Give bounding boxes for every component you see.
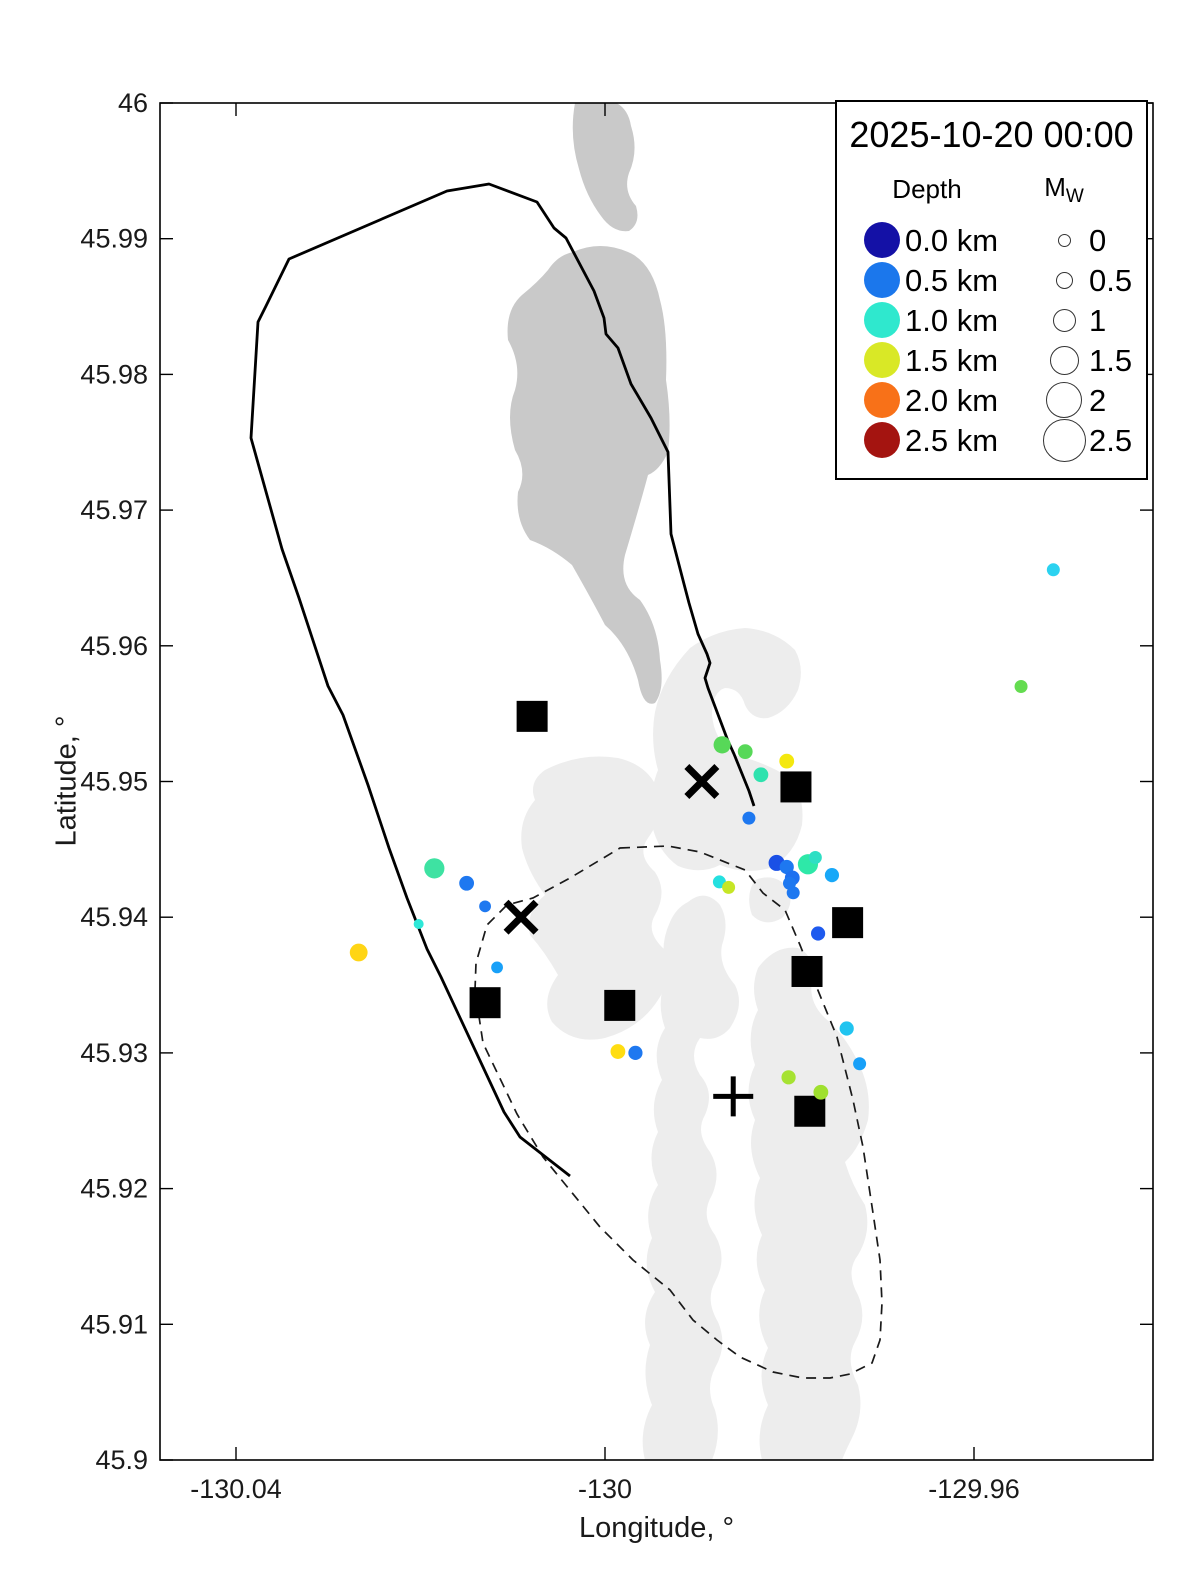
legend-row: 2.5 km 2.5: [837, 418, 1146, 462]
earthquake-dot: [413, 918, 424, 929]
legend-depth-swatch: [864, 422, 900, 458]
caldera-rim-outline: [249, 182, 756, 1178]
legend-title-datetime: 2025-10-20 00:00: [849, 114, 1134, 155]
legend-mw-label: 1: [1089, 303, 1107, 338]
earthquake-dot: [459, 875, 475, 891]
legend-mw-label: 1.5: [1089, 343, 1133, 378]
y-tick-label: 45.91: [80, 1309, 148, 1339]
earthquake-dot: [491, 961, 503, 974]
earthquake-dot: [349, 943, 368, 962]
earthquake-dot: [742, 811, 756, 825]
legend-row: 0.0 km 0: [837, 220, 1146, 260]
lava-flow-light-region: [521, 756, 669, 1040]
lava-flow-light-region: [749, 877, 791, 923]
station-square-marker: [780, 771, 812, 803]
legend-row: 2.0 km 2: [837, 380, 1146, 420]
legend-mw-ring: [1057, 233, 1071, 247]
legend-row: 0.5 km 0.5: [837, 260, 1146, 300]
station-square-marker: [832, 907, 864, 939]
lava-flow-dark-region: [572, 103, 638, 232]
legend-depth-header: Depth: [892, 174, 962, 204]
y-tick-label: 45.97: [80, 495, 148, 525]
legend-depth-swatch: [864, 222, 900, 258]
x-marker: [503, 899, 539, 935]
y-tick-label: 45.93: [80, 1038, 148, 1068]
earthquake-dot: [824, 868, 840, 883]
earthquake-dot: [1046, 563, 1060, 577]
legend-mw-label: 0.5: [1089, 263, 1133, 298]
lava-flow-light-region: [748, 947, 869, 1460]
y-tick-label: 46: [118, 88, 148, 118]
earthquake-dot: [753, 767, 769, 783]
earthquake-dot: [853, 1057, 867, 1071]
station-square-marker: [516, 700, 548, 732]
legend-mw-ring: [1055, 271, 1073, 289]
y-tick-label: 45.95: [80, 767, 148, 797]
legend-depth-swatch: [864, 302, 900, 338]
y-tick-label: 45.96: [80, 631, 148, 661]
earthquake-dot: [839, 1021, 854, 1036]
legend-mw-header: MW: [1044, 172, 1084, 208]
map-content-layer: [249, 103, 1060, 1460]
legend-depth-swatch: [864, 342, 900, 378]
legend-mw-label: 0: [1089, 223, 1107, 258]
y-tick-label: 45.94: [80, 902, 148, 932]
earthquake-dot: [781, 1070, 796, 1085]
legend-box: 2025-10-20 00:00 Depth MW 0.0 km 0 0.5 km 0…: [835, 100, 1148, 480]
legend-depth-swatch: [864, 382, 900, 418]
y-tick-label: 45.92: [80, 1174, 148, 1204]
earthquake-dot: [722, 880, 736, 894]
x-tick-label: -130.04: [190, 1474, 282, 1504]
legend-mw-ring: [1042, 418, 1086, 462]
earthquake-dot: [479, 900, 491, 913]
legend-mw-ring: [1046, 382, 1082, 418]
station-square-marker: [604, 989, 636, 1021]
x-tick-label: -130: [578, 1474, 632, 1504]
earthquake-dot: [713, 736, 731, 754]
earthquake-dot: [1014, 680, 1028, 694]
y-tick-label: 45.9: [95, 1445, 148, 1475]
earthquake-dot: [424, 858, 445, 879]
lava-flow-light-region: [642, 895, 739, 1460]
earthquake-dot: [808, 850, 822, 864]
station-square-marker: [469, 987, 501, 1019]
legend-row: 1.0 km 1: [837, 300, 1146, 340]
legend-mw-label: 2.5: [1089, 423, 1133, 458]
lava-flow-dark-region: [507, 246, 670, 704]
x-tick-label: -129.96: [928, 1474, 1020, 1504]
y-axis-label: Latitude, °: [50, 715, 83, 847]
legend-depth-swatch: [864, 262, 900, 298]
earthquake-dot: [786, 886, 800, 900]
y-tick-label: 45.98: [80, 359, 148, 389]
legend-depth-label: 0.0 km: [905, 223, 999, 258]
y-tick-label: 45.99: [80, 224, 148, 254]
legend-depth-label: 1.5 km: [905, 343, 999, 378]
x-marker: [684, 764, 720, 799]
earthquake-dot: [779, 753, 795, 769]
legend-depth-label: 1.0 km: [905, 303, 999, 338]
legend-mw-label: 2: [1089, 383, 1107, 418]
legend-depth-label: 0.5 km: [905, 263, 999, 298]
earthquake-dot: [628, 1045, 643, 1060]
earthquake-dot: [813, 1084, 829, 1100]
earthquake-dot: [737, 744, 753, 760]
earthquake-dot: [810, 926, 826, 941]
station-square-marker: [794, 1095, 826, 1127]
earthquake-dot: [610, 1044, 626, 1059]
plus-marker: [713, 1076, 754, 1117]
legend-depth-label: 2.0 km: [905, 383, 999, 418]
legend-mw-ring: [1049, 345, 1079, 375]
legend-mw-ring: [1052, 308, 1076, 332]
legend-row: 1.5 km 1.5: [837, 340, 1146, 380]
x-axis-label: Longitude, °: [578, 1512, 735, 1544]
earthquake-dot: [779, 859, 794, 875]
legend-depth-label: 2.5 km: [905, 423, 999, 458]
station-square-marker: [791, 955, 823, 987]
